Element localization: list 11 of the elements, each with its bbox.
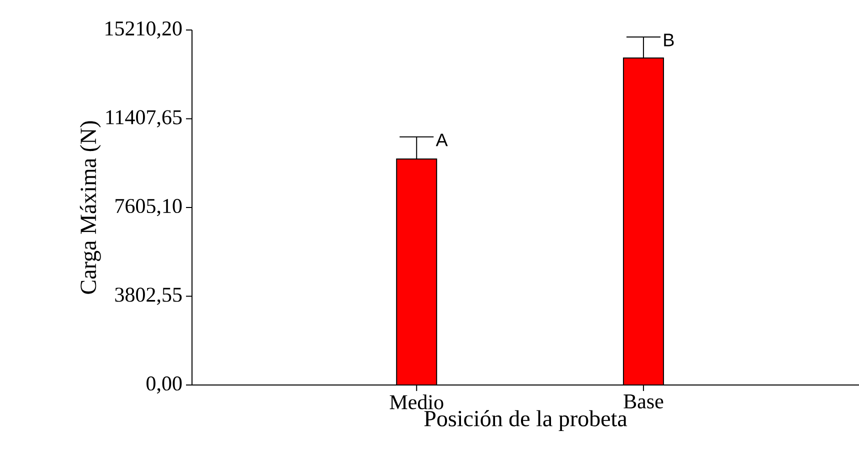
annotation: A xyxy=(436,134,448,146)
x-axis-title: Posición de la probeta xyxy=(424,410,628,432)
y-tick-label: 11407,65 xyxy=(106,110,182,128)
y-tick-label: 3802,55 xyxy=(115,288,182,305)
annotation: B xyxy=(664,34,674,46)
y-tick-label: 15210,20 xyxy=(106,21,182,39)
x-tick-label: Medio xyxy=(390,394,444,410)
x-tick-label: Base xyxy=(624,394,664,408)
y-tick-label: 0,00 xyxy=(146,376,182,394)
y-tick-label: 7605,10 xyxy=(116,198,182,216)
y-axis-title: Carga Máxima (N) xyxy=(80,121,101,294)
